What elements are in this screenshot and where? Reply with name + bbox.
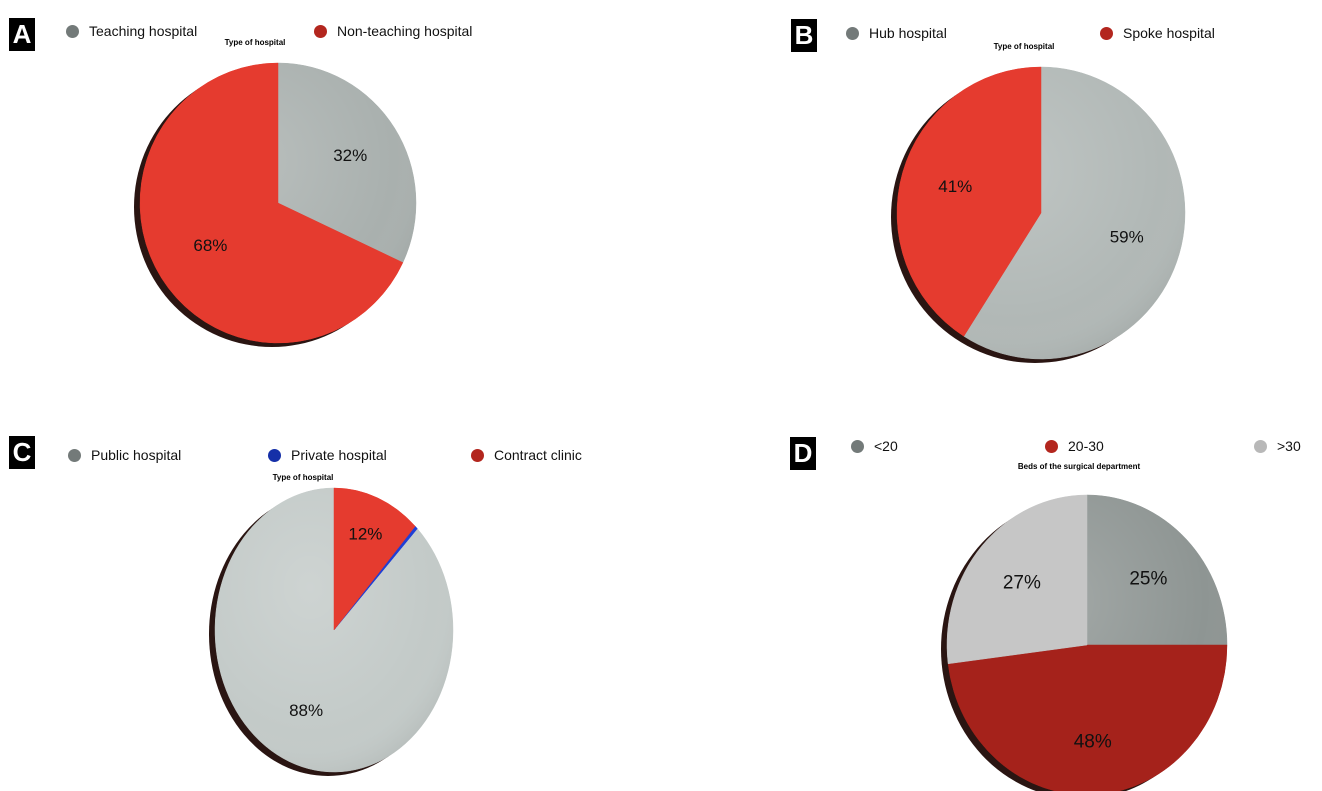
legend-item-private: Private hospital bbox=[268, 447, 387, 463]
legend-label: Private hospital bbox=[291, 447, 387, 463]
chart-title: Type of hospital bbox=[272, 473, 334, 482]
legend-label: Non-teaching hospital bbox=[337, 23, 473, 39]
legend-item-non-teaching: Non-teaching hospital bbox=[314, 23, 472, 39]
pie-slice bbox=[139, 62, 404, 344]
legend-dot bbox=[1100, 26, 1113, 40]
panel-letter-c: C bbox=[9, 436, 35, 469]
slice-label: 48% bbox=[1074, 731, 1112, 752]
pie-slice bbox=[896, 66, 1042, 337]
legend-dot bbox=[471, 448, 484, 462]
chart-title: Beds of the surgical department bbox=[1017, 462, 1141, 471]
legend-dot bbox=[66, 24, 79, 38]
legend-label: Public hospital bbox=[91, 447, 182, 463]
slice-label: 68% bbox=[193, 236, 227, 255]
legend-item-lt20: <20 bbox=[851, 438, 898, 454]
chart-panel-a: A Teaching hospital Non-teaching hospita… bbox=[0, 0, 661, 395]
legend-dot bbox=[851, 439, 864, 453]
legend-item-20-30: 20-30 bbox=[1045, 438, 1104, 454]
legend-label: >30 bbox=[1277, 438, 1301, 454]
pie-chart: 32% 68% bbox=[134, 62, 417, 347]
legend-item-public: Public hospital bbox=[68, 447, 181, 463]
pie-chart: 88% 12% bbox=[209, 487, 454, 776]
legend-label: Spoke hospital bbox=[1123, 25, 1215, 41]
legend-dot bbox=[1254, 439, 1267, 453]
pie-slice bbox=[947, 644, 1228, 791]
legend-label: Teaching hospital bbox=[89, 23, 198, 39]
legend-label: Hub hospital bbox=[869, 25, 947, 41]
legend-label: Contract clinic bbox=[494, 447, 582, 463]
chart-title: Type of hospital bbox=[993, 42, 1055, 51]
slice-label: 12% bbox=[348, 524, 382, 543]
chart-panel-b: B Hub hospital Spoke hospital Type of ho… bbox=[661, 0, 1322, 395]
slice-label: 25% bbox=[1129, 568, 1167, 589]
chart-panel-d: D <20 20-30 >30 Beds of the surgical dep… bbox=[661, 395, 1322, 791]
legend-dot bbox=[314, 24, 327, 38]
legend-item-spoke: Spoke hospital bbox=[1100, 25, 1215, 41]
legend-label: <20 bbox=[874, 438, 898, 454]
panel-letter-b: B bbox=[791, 19, 817, 52]
slice-label: 59% bbox=[1110, 228, 1144, 247]
legend-item-hub: Hub hospital bbox=[846, 25, 947, 41]
pie-chart: 59% 41% bbox=[891, 66, 1186, 363]
legend-item-gt30: >30 bbox=[1254, 438, 1301, 454]
chart-title: Type of hospital bbox=[224, 38, 286, 47]
legend-dot bbox=[68, 448, 81, 462]
legend-dot bbox=[846, 26, 859, 40]
legend-label: 20-30 bbox=[1068, 438, 1104, 454]
legend-item-teaching: Teaching hospital bbox=[66, 23, 197, 39]
panel-letter-a: A bbox=[9, 18, 35, 51]
legend-dot bbox=[268, 448, 281, 462]
pie-slice bbox=[946, 494, 1088, 665]
chart-panel-c: C Public hospital Private hospital Contr… bbox=[0, 395, 661, 791]
slice-label: 41% bbox=[938, 177, 972, 196]
pie-chart: 25% 48% 27% bbox=[941, 494, 1228, 791]
legend-dot bbox=[1045, 439, 1058, 453]
slice-label: 32% bbox=[333, 146, 367, 165]
panel-letter-d: D bbox=[790, 437, 816, 470]
pie-slice bbox=[333, 487, 416, 631]
slice-label: 27% bbox=[1003, 573, 1041, 594]
slice-label: 88% bbox=[289, 701, 323, 720]
legend-item-contract: Contract clinic bbox=[471, 447, 582, 463]
